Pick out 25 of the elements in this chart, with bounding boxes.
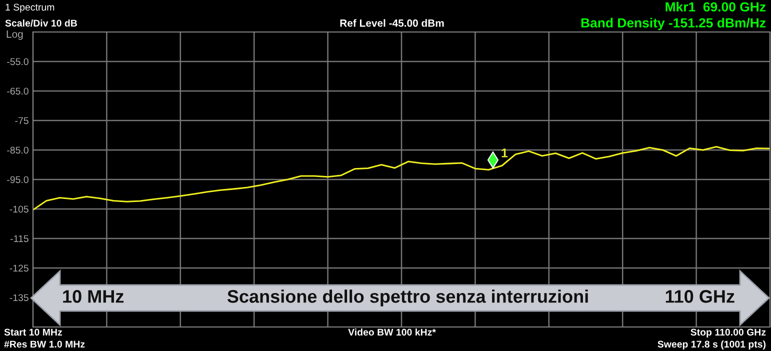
text: 1 Spectrum xyxy=(6,4,54,13)
y-tick-label: -125 xyxy=(10,264,28,272)
text: Start 10 MHz xyxy=(4,328,62,336)
y-tick-label: -105 xyxy=(10,206,28,213)
text: Band Density -151.25 dBm/Hz xyxy=(581,18,766,30)
y-tick-label: -85.0 xyxy=(7,146,28,154)
text: Scale/Div 10 dB xyxy=(5,19,77,27)
text: Mkr1 69.00 GHz xyxy=(666,2,766,12)
text: Video BW 100 kHz* xyxy=(348,328,436,336)
annotation: 1 xyxy=(502,148,508,158)
line-series xyxy=(33,146,770,211)
y-tick-label: -95.0 xyxy=(7,176,28,184)
text: Stop 110.00 GHz xyxy=(690,328,766,338)
y-tick-label: -135 xyxy=(10,294,28,302)
annotation: Scansione dello spettro senza interruzioni xyxy=(227,290,588,306)
y-tick-label: -75 xyxy=(15,117,28,124)
text: Sweep 17.8 s (1001 pts) xyxy=(658,340,766,350)
text: #Res BW 1.0 MHz xyxy=(4,340,85,348)
y-tick-label: -55.0 xyxy=(7,58,28,66)
y-tick-label: -65.0 xyxy=(7,88,28,95)
text: Ref Level -45.00 dBm xyxy=(340,19,444,27)
annotation: 10 MHz xyxy=(63,290,124,303)
annotation: 110 GHz xyxy=(666,290,734,303)
text: Log xyxy=(6,30,23,40)
y-tick-label: -115 xyxy=(10,235,28,242)
